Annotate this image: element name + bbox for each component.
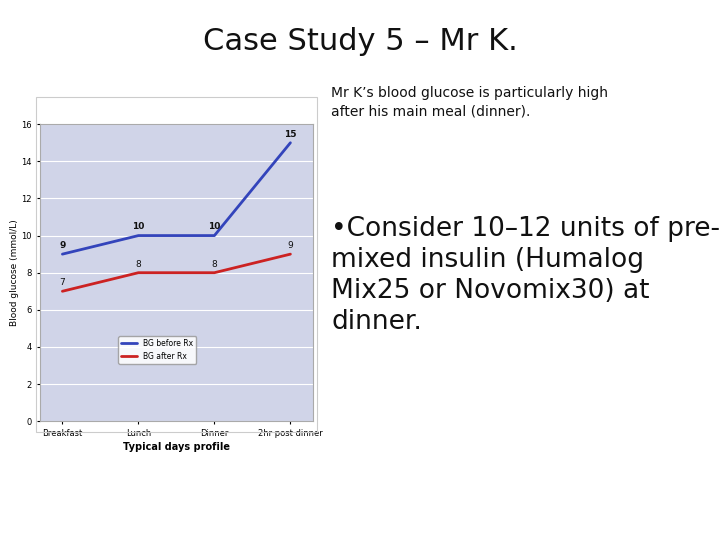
Text: 7: 7 <box>60 278 66 287</box>
Text: Case Study 5 – Mr K.: Case Study 5 – Mr K. <box>202 27 518 56</box>
Text: 9: 9 <box>59 241 66 250</box>
Line: BG before Rx: BG before Rx <box>63 143 290 254</box>
Text: 9: 9 <box>287 241 293 250</box>
Legend: BG before Rx, BG after Rx: BG before Rx, BG after Rx <box>118 336 196 364</box>
Text: •Consider 10–12 units of pre-
mixed insulin (Humalog
Mix25 or Novomix30) at
dinn: •Consider 10–12 units of pre- mixed insu… <box>331 216 720 335</box>
Text: Mr K’s blood glucose is particularly high
after his main meal (dinner).: Mr K’s blood glucose is particularly hig… <box>331 86 608 119</box>
BG before Rx <box>58 251 67 258</box>
Line: BG after Rx: BG after Rx <box>63 254 290 291</box>
Text: 8: 8 <box>212 260 217 268</box>
BG after Rx <box>286 251 294 258</box>
BG after Rx <box>134 269 143 276</box>
X-axis label: Typical days profile: Typical days profile <box>123 442 230 452</box>
BG after Rx <box>58 288 67 294</box>
Text: 8: 8 <box>135 260 141 268</box>
Text: 10: 10 <box>132 222 145 232</box>
BG before Rx <box>286 139 294 146</box>
Y-axis label: Blood glucose (mmol/L): Blood glucose (mmol/L) <box>9 219 19 326</box>
BG after Rx <box>210 269 219 276</box>
BG before Rx <box>134 232 143 239</box>
Text: 15: 15 <box>284 130 297 139</box>
BG before Rx <box>210 232 219 239</box>
Text: 10: 10 <box>208 222 220 232</box>
